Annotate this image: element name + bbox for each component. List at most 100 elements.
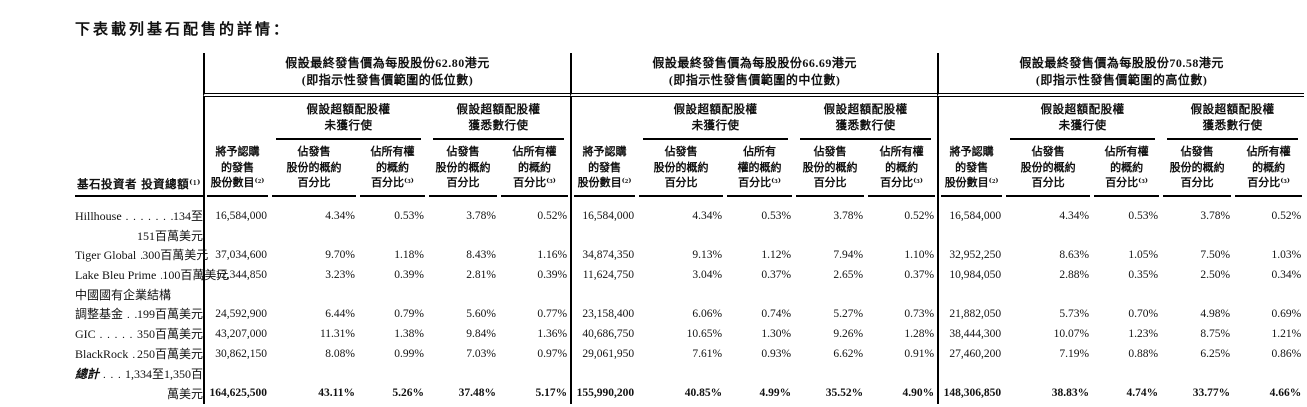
investor-col-header: 基石投資者 [75, 176, 139, 197]
investor-cell: 總計. . . . . . . . . . . . .1,334至1,350百萬… [75, 365, 203, 404]
col-header-label-g2-c1: 佔發售 股份的概約 百分比 [1006, 145, 1091, 197]
value-cell-g1-c2: 0.93% [761, 347, 792, 360]
dot-leader: . . . . . . . . . [132, 348, 137, 361]
col-header-g0-c4: 佔所有權 的概約 百分比⁽³⁾ [499, 140, 570, 197]
value-cell-g0-c1: 43.11% [318, 386, 355, 399]
value-cell-g2-c0: 16,584,000 [937, 196, 1004, 246]
value-cell-g2-c2: 1.05% [1128, 248, 1159, 261]
value-cell-g2-c3: 6.25% [1200, 347, 1231, 360]
value-cell-g1-c2: 1.12% [761, 248, 792, 261]
dot-leader: . . . . [156, 267, 162, 286]
investment-amount-line: 萬美元 [166, 386, 203, 401]
cornerstone-placing-table: 假設最終發售價為每股股份62.80港元 (即指示性發售價範圍的低位數) 假設最終發… [75, 53, 1305, 404]
investor-name: BlackRock [75, 346, 129, 361]
table-head: 假設最終發售價為每股股份62.80港元 (即指示性發售價範圍的低位數) 假設最終發… [75, 53, 1305, 197]
dot-leader: . . . . . . . [127, 308, 137, 321]
value-cell-g2-c3: 33.77% [1192, 386, 1231, 399]
investor-leader-line: 調整基金. . . . . . .199百萬美元 [75, 305, 203, 325]
value-cell-g0-c3: 3.78% [466, 209, 496, 222]
dot-leader: . . . . . . . . . . . . . [103, 368, 125, 381]
corner-cell [75, 53, 203, 97]
value-cell-g1-c0: 11,624,750 [570, 265, 637, 286]
value-cell-g1-c3: 7.94% [833, 248, 864, 261]
value-cell-g2-c2: 4.74% [1126, 386, 1159, 399]
value-cell-g2-c2: 0.35% [1128, 268, 1159, 281]
value-cell-g0-c4: 0.39% [537, 268, 568, 281]
dot-leader: . . . . . . . . . . . . . . [99, 328, 137, 341]
value-cell-g1-c1: 3.04% [692, 268, 723, 281]
value-cell-g1-c3: 2.65% [833, 268, 864, 281]
investor-cell: Tiger Global. . . . . . . .300百萬美元 [75, 246, 208, 266]
value-cell-g0-c4: 0.77% [537, 307, 568, 320]
col-header-label-g0-c3: 佔發售 股份的概約 百分比 [429, 145, 497, 197]
col-header-label-g0-c2: 佔所有權 的概約 百分比⁽³⁾ [360, 145, 425, 197]
value-cell-g0-c2: 0.39% [394, 268, 424, 281]
value-cell-g2-c3: 7.50% [1200, 248, 1231, 261]
investor-name: GIC [75, 326, 96, 341]
price-group-title-2: 假設最終發售價為每股股份70.58港元 (即指示性發售價範圍的高位數) [937, 53, 1305, 97]
value-cell-g1-c1: 40.85% [684, 386, 723, 399]
value-cell-g2-c4: 0.34% [1271, 268, 1302, 281]
value-cell-g2-c1: 38.83% [1051, 386, 1090, 399]
value-cell-g0-c3: 37.48% [458, 386, 496, 399]
value-cell-g1-c4: 4.90% [902, 386, 935, 399]
value-cell-g0-c0: 12,344,850 [203, 265, 270, 286]
value-cell-g1-c2: 4.99% [759, 386, 792, 399]
value-cell-g0-c1: 9.70% [325, 248, 355, 261]
value-cell-g0-c4: 1.36% [537, 327, 568, 340]
investor-name-line: 中國國有企業結構 [75, 287, 172, 302]
value-cell-g2-c4: 0.52% [1271, 209, 1302, 222]
intro-text: 下表載列基石配售的詳情： [75, 22, 292, 38]
investor-cell: GIC. . . . . . . . . . . . . .350百萬美元 [75, 325, 203, 345]
value-cell-g1-c1: 9.13% [692, 248, 723, 261]
table-body: Hillhouse. . . . . . . . . .134至151百萬美元1… [75, 196, 1304, 404]
value-cell-g0-c3: 7.03% [466, 347, 496, 360]
value-cell-g1-c0: 34,874,350 [570, 245, 637, 266]
investment-amount: 350百萬美元 [136, 326, 203, 341]
value-cell-g2-c4: 0.86% [1271, 347, 1302, 360]
value-cell-g2-c3: 3.78% [1200, 209, 1231, 222]
value-cell-g0-c1: 8.08% [325, 347, 355, 360]
price-group-title-0: 假設最終發售價為每股股份62.80港元 (即指示性發售價範圍的低位數) [203, 53, 571, 97]
investment-col-header: 投資總額⁽¹⁾ [139, 176, 203, 197]
investment-amount: 134至 [172, 208, 203, 223]
col-header-g0-c2: 佔所有權 的概約 百分比⁽³⁾ [358, 140, 427, 197]
investor-leader-line: BlackRock. . . . . . . . .250百萬美元 [75, 345, 203, 365]
investment-amount: 100百萬美元 [162, 267, 229, 282]
value-cell-g0-c2: 0.53% [394, 209, 424, 222]
value-cell-g2-c1: 2.88% [1059, 268, 1090, 281]
investment-amount: 199百萬美元 [136, 306, 203, 321]
dot-leader: . . . . . . . . [136, 247, 142, 266]
col-header-g2-c4: 佔所有權 的概約 百分比⁽³⁾ [1233, 140, 1304, 197]
col-header-label-g2-c2: 佔所有權 的概約 百分比⁽³⁾ [1094, 145, 1160, 197]
value-cell-g0-c0: 164,625,500 [203, 364, 270, 404]
overallotment-exercised-label-2: 假設超額配股權 獲悉數行使 [1167, 102, 1299, 140]
dot-leader: . . . . . . . . . . [125, 210, 173, 223]
header-row-overallotment: 假設超額配股權 未獲行使 假設超額配股權 獲悉數行使 假設超額配股權 未獲行使 假設超… [75, 97, 1304, 140]
col-header-g1-c2: 佔所有 權的概約 百分比⁽³⁾ [725, 140, 794, 197]
value-cell-g2-c0: 27,460,200 [937, 344, 1004, 365]
value-cell-g2-c2: 0.53% [1128, 209, 1159, 222]
value-cell-g0-c0: 43,207,000 [203, 324, 270, 345]
value-cell-g0-c2: 0.99% [394, 347, 424, 360]
investor-name: 總計 [75, 366, 100, 381]
value-cell-g1-c1: 10.65% [686, 327, 723, 340]
overallotment-not-exercised-label-0: 假設超額配股權 未獲行使 [276, 102, 421, 140]
col-header-label-g0-c0: 將予認購 的發售 股份數目⁽²⁾ [207, 145, 268, 197]
price-group-title-1: 假設最終發售價為每股股份66.69港元 (即指示性發售價範圍的中位數) [570, 53, 938, 97]
value-cell-g0-c3: 5.60% [466, 307, 496, 320]
value-cell-g0-c1: 4.34% [325, 209, 355, 222]
value-cell-g1-c3: 3.78% [833, 209, 864, 222]
value-cell-g2-c4: 1.03% [1271, 248, 1302, 261]
value-cell-g0-c4: 5.17% [535, 386, 568, 399]
corner-cell [75, 97, 203, 140]
value-cell-g2-c2: 1.23% [1128, 327, 1159, 340]
value-cell-g0-c2: 1.18% [394, 248, 424, 261]
col-header-label-g0-c1: 佔發售 股份的概約 百分比 [272, 145, 356, 197]
col-header-g1-c0: 將予認購 的發售 股份數目⁽²⁾ [570, 140, 637, 197]
value-cell-g2-c0: 32,952,250 [937, 245, 1004, 266]
value-cell-g0-c2: 1.38% [394, 327, 424, 340]
overallotment-exercised-1: 假設超額配股權 獲悉數行使 [794, 97, 937, 140]
overallotment-exercised-2: 假設超額配股權 獲悉數行使 [1161, 97, 1304, 140]
